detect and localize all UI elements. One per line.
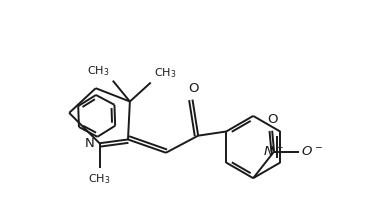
Text: CH$_3$: CH$_3$ <box>87 64 110 78</box>
Text: $N^+$: $N^+$ <box>264 144 285 159</box>
Text: O: O <box>267 113 277 126</box>
Text: O: O <box>188 82 198 95</box>
Text: $O^-$: $O^-$ <box>300 145 322 158</box>
Text: CH$_3$: CH$_3$ <box>88 172 111 186</box>
Text: CH$_3$: CH$_3$ <box>154 66 176 79</box>
Text: N: N <box>85 137 95 150</box>
